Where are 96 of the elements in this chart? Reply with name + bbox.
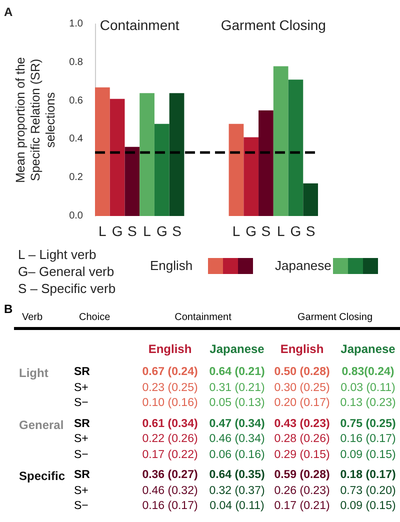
bar <box>288 80 304 216</box>
data-label: 0.22 (0.26) <box>142 433 198 445</box>
data-label: 0.23 (0.25) <box>142 382 198 394</box>
x-tick-label: S <box>261 223 271 239</box>
category-label: S− <box>74 448 88 460</box>
x-tick-label: L <box>143 223 152 239</box>
bar <box>303 183 318 216</box>
text: A <box>4 5 13 19</box>
x-tick-label: G <box>112 223 123 239</box>
y-tick-label: 0.0 <box>69 210 84 222</box>
data-label: 0.09 (0.15) <box>340 500 396 512</box>
data-label: 0.30 (0.25) <box>274 382 330 394</box>
category-label: SR <box>74 469 90 481</box>
category-label: S− <box>74 397 88 409</box>
data-label: 0.28 (0.26) <box>274 433 330 445</box>
text: G– General verb <box>18 264 114 279</box>
data-label: 0.64 (0.35) <box>209 469 265 481</box>
data-label: 0.20 (0.17) <box>274 397 330 409</box>
data-label: 0.31 (0.21) <box>209 382 265 394</box>
y-tick-label: 0.4 <box>69 134 84 145</box>
category-label: SR <box>74 418 90 430</box>
data-label: 0.16 (0.17) <box>142 500 198 512</box>
data-label: 0.05 (0.13) <box>209 397 265 409</box>
x-tick-label: G <box>290 223 302 239</box>
y-tick-label: 0.6 <box>69 95 84 106</box>
category-label: SR <box>74 366 90 378</box>
data-label: 0.61 (0.34) <box>142 418 198 430</box>
data-label: 0.09 (0.15) <box>340 448 396 460</box>
legend-label: Japanese <box>275 258 332 273</box>
annotation: Containment <box>100 17 180 33</box>
data-label: 0.67 (0.24) <box>142 366 198 378</box>
annotation: Garment Closing <box>220 17 326 33</box>
x-tick-label: S <box>172 223 182 239</box>
data-label: 0.32 (0.37) <box>209 484 265 496</box>
x-tick-label: G <box>156 223 168 239</box>
bar <box>169 93 184 216</box>
data-label: 0.18 (0.17) <box>340 469 396 481</box>
bar <box>110 98 125 216</box>
text: S – Specific verb <box>18 281 116 296</box>
text: English <box>280 342 324 356</box>
data-label: 0.13 (0.23) <box>340 397 396 409</box>
x-tick-label: S <box>127 223 137 239</box>
bar <box>273 66 288 216</box>
x-tick-label: L <box>232 223 240 239</box>
bar <box>258 110 274 216</box>
bar <box>154 124 170 216</box>
y-tick-label: 0.8 <box>69 56 84 68</box>
category-label: S+ <box>74 433 88 445</box>
text: B <box>4 302 13 316</box>
data-label: 0.04 (0.11) <box>210 500 264 512</box>
data-label: 0.26 (0.23) <box>274 484 330 496</box>
data-label: 0.16 (0.17) <box>340 433 396 445</box>
bar <box>244 137 259 216</box>
text: Japanese <box>340 342 396 356</box>
data-label: 0.03 (0.11) <box>340 382 396 394</box>
text: Garment Closing <box>297 312 373 323</box>
data-label: 0.50 (0.28) <box>274 366 330 378</box>
data-label: 0.46 (0.34) <box>209 433 265 445</box>
data-label: 0.43 (0.23) <box>274 418 330 430</box>
bar <box>95 87 110 216</box>
data-label: 0.17 (0.21) <box>274 500 330 512</box>
category-label: S+ <box>74 382 88 394</box>
x-tick-label: L <box>98 223 107 239</box>
x-tick-label: S <box>306 223 316 239</box>
bar <box>140 93 154 216</box>
category-label: S+ <box>74 484 88 496</box>
data-label: 0.73 (0.20) <box>340 484 396 496</box>
data-label: 0.10 (0.16) <box>142 397 198 409</box>
legend-label: English <box>150 258 193 273</box>
y-tick-label: 1.0 <box>69 18 84 30</box>
x-tick-label: L <box>276 223 285 239</box>
data-label: 0.46 (0.32) <box>142 484 198 496</box>
data-label: 0.59 (0.28) <box>274 469 330 481</box>
text: English <box>148 342 192 356</box>
data-label: 0.17 (0.22) <box>142 448 198 460</box>
text: Light <box>19 366 48 380</box>
text: L – Light verb <box>18 247 96 262</box>
y-tick-label: 0.2 <box>69 172 84 184</box>
x-tick-label: G <box>246 223 257 239</box>
text: Verb <box>22 312 43 323</box>
text: Choice <box>79 312 110 323</box>
data-label: 0.36 (0.27) <box>142 469 198 481</box>
bar <box>228 124 244 216</box>
data-label: 0.29 (0.15) <box>274 448 330 460</box>
bar <box>124 146 140 216</box>
text: Specific <box>19 469 66 483</box>
text: Containment <box>174 312 232 323</box>
data-label: 0.75 (0.25) <box>340 418 396 430</box>
category-label: S− <box>74 500 88 512</box>
data-label: 0.64 (0.21) <box>209 366 265 378</box>
text: General <box>19 418 64 432</box>
text: Japanese <box>210 342 264 356</box>
data-label: 0.06 (0.16) <box>209 448 265 460</box>
data-label: 0.83(0.24) <box>342 366 394 378</box>
data-label: 0.47 (0.34) <box>209 418 265 430</box>
y-axis-title: Mean proportion of the Specific Relation (SR) selections <box>14 57 58 183</box>
